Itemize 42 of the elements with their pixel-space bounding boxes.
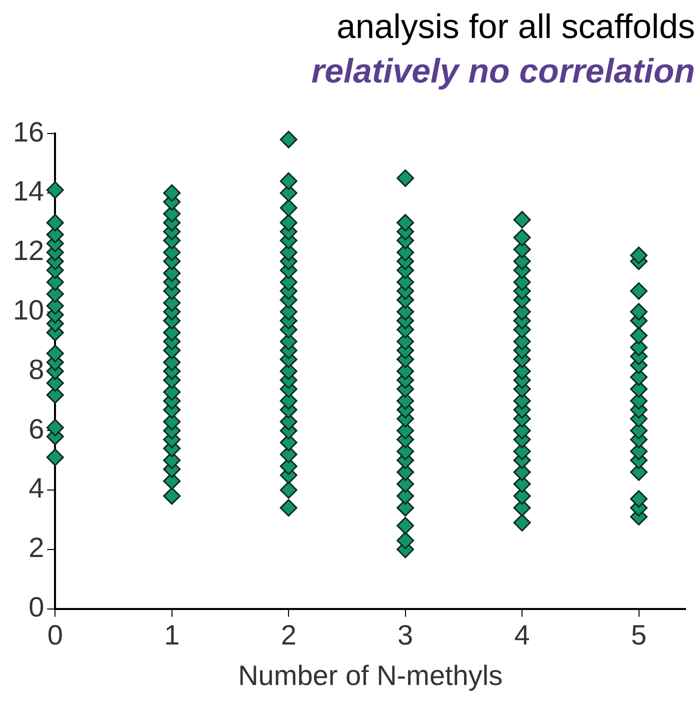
y-tick-label: 0 (28, 592, 44, 623)
point (630, 326, 648, 344)
point (630, 282, 648, 300)
x-tick-label: 1 (164, 619, 180, 650)
point (280, 130, 298, 148)
y-tick-label: 14 (12, 176, 44, 207)
point (630, 303, 648, 321)
y-tick-label: 2 (28, 532, 44, 564)
y-tick-label: 8 (28, 354, 44, 385)
y-tick-label: 10 (12, 294, 44, 326)
point (280, 172, 298, 190)
point (280, 199, 298, 217)
point (513, 210, 531, 228)
point (280, 214, 298, 232)
point (513, 514, 531, 532)
point (46, 344, 64, 362)
point (513, 228, 531, 246)
chart-subtitle: relatively no correlation (311, 52, 695, 91)
x-axis-title: Number of N-methyls (238, 660, 503, 691)
point (630, 490, 648, 508)
point (396, 214, 414, 232)
point (396, 169, 414, 187)
point (163, 184, 181, 202)
point (46, 181, 64, 199)
y-tick-label: 6 (28, 413, 44, 444)
point (46, 214, 64, 232)
x-tick-label: 4 (514, 619, 530, 650)
point (630, 246, 648, 264)
y-tick-label: 16 (12, 116, 44, 148)
point (280, 499, 298, 517)
point (396, 532, 414, 550)
chart-title: analysis for all scaffolds (336, 8, 695, 46)
point (280, 481, 298, 499)
point (46, 418, 64, 436)
x-tick-label: 5 (631, 619, 647, 650)
x-tick-label: 3 (398, 619, 414, 650)
point (396, 516, 414, 534)
x-tick-label: 2 (280, 619, 296, 650)
y-tick-label: 4 (28, 472, 44, 504)
y-tick-label: 12 (12, 235, 44, 266)
point (163, 487, 181, 505)
point (46, 448, 64, 466)
